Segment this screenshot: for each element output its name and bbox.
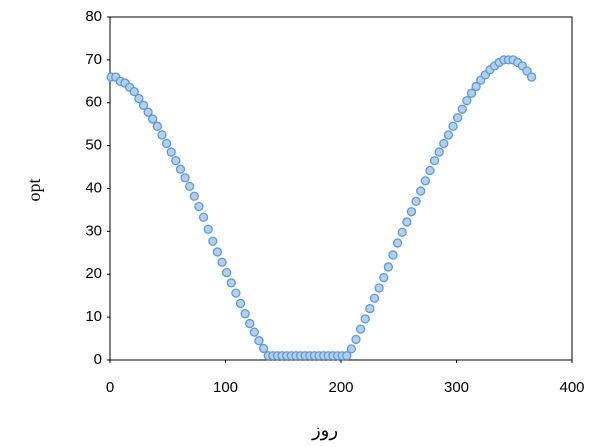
point	[379, 273, 389, 283]
y-tick-label: 40	[85, 179, 102, 196]
point	[258, 343, 269, 354]
point	[194, 201, 204, 212]
point	[383, 262, 394, 272]
point	[217, 257, 227, 267]
point	[453, 113, 463, 123]
point	[240, 309, 250, 319]
point	[231, 288, 241, 298]
point	[203, 224, 213, 234]
point	[249, 327, 260, 337]
point	[462, 95, 472, 106]
point	[166, 147, 176, 157]
point	[429, 155, 440, 166]
point	[226, 278, 236, 288]
point	[402, 217, 412, 227]
y-tick-label: 30	[85, 222, 102, 239]
x-tick-label: 400	[559, 379, 584, 396]
point	[397, 227, 407, 237]
point	[425, 165, 435, 176]
y-tick-label: 10	[85, 308, 102, 325]
point	[180, 173, 190, 183]
point	[355, 324, 366, 334]
point	[254, 336, 264, 346]
point	[471, 81, 481, 92]
point	[189, 191, 199, 201]
point	[342, 351, 352, 361]
point	[138, 100, 149, 110]
point	[143, 107, 153, 117]
point	[374, 283, 384, 293]
point	[208, 236, 218, 246]
point	[369, 293, 380, 303]
x-tick-label: 100	[213, 379, 238, 396]
point	[443, 130, 454, 140]
point	[406, 207, 417, 217]
point	[171, 155, 181, 166]
point	[161, 138, 172, 149]
x-tick-label: 0	[106, 379, 114, 396]
point	[388, 250, 398, 260]
y-tick-label: 0	[94, 351, 102, 368]
point	[346, 344, 357, 354]
point	[198, 212, 209, 222]
point	[351, 334, 361, 345]
y-tick-label: 20	[85, 265, 102, 282]
point	[365, 303, 375, 314]
point	[360, 314, 370, 324]
point	[152, 121, 163, 131]
plot-frame	[109, 16, 573, 361]
point	[434, 147, 444, 157]
point	[392, 238, 403, 248]
y-tick-label: 50	[85, 137, 102, 154]
point	[157, 130, 167, 140]
point	[235, 298, 246, 309]
point	[448, 121, 458, 131]
y-tick-label: 60	[85, 94, 102, 111]
y-tick-label: 80	[85, 8, 102, 25]
point	[212, 247, 223, 257]
point	[416, 186, 426, 196]
y-axis-label: opt	[24, 178, 44, 201]
y-tick-label: 70	[85, 51, 102, 68]
point	[245, 318, 255, 329]
point	[129, 86, 139, 97]
point	[148, 114, 158, 124]
x-axis-label: روز	[311, 420, 338, 441]
point	[522, 66, 532, 76]
point	[185, 181, 195, 192]
point	[466, 88, 477, 98]
point	[526, 72, 537, 82]
point	[439, 138, 449, 149]
point	[411, 196, 421, 207]
point	[222, 267, 232, 278]
x-tick-label: 300	[444, 379, 469, 396]
point	[457, 104, 467, 114]
x-tick-label: 200	[328, 379, 353, 396]
point	[175, 164, 186, 174]
point	[420, 176, 430, 186]
point	[134, 93, 144, 104]
